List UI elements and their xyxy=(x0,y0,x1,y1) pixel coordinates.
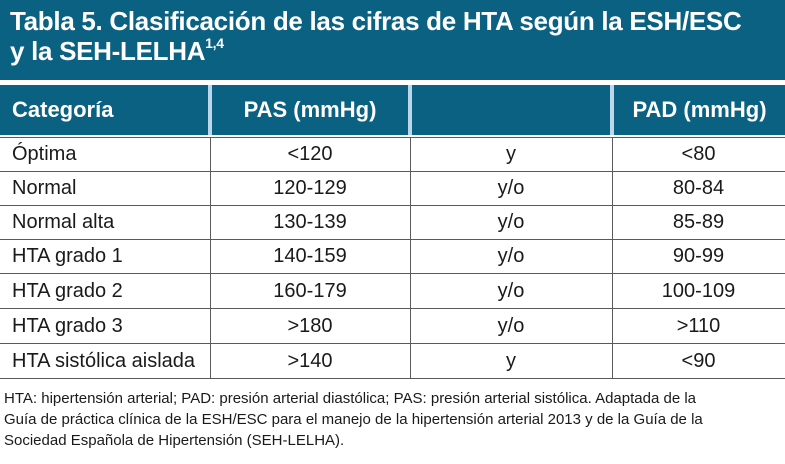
title-bar: Tabla 5. Clasificación de las cifras de … xyxy=(0,0,785,80)
cell-pas: >140 xyxy=(287,350,333,372)
footnote-line-1: HTA: hipertensión arterial; PAD: presión… xyxy=(4,390,697,407)
table-row: HTA grado 2 160-179 y/o 100-109 xyxy=(0,275,785,309)
cell-pad: 90-99 xyxy=(672,245,725,267)
table-row: HTA grado 3 >180 y/o >110 xyxy=(0,310,785,344)
cell-conjunction: y xyxy=(506,350,516,372)
cell-pad: <90 xyxy=(681,350,716,372)
footnote-line-3: Sociedad Española de Hipertensión (SEH-L… xyxy=(4,432,345,449)
table-top-border xyxy=(0,137,785,138)
cell-conjunction: y xyxy=(506,143,516,165)
cell-conjunction: y/o xyxy=(497,177,525,199)
cell-conjunction: y/o xyxy=(497,245,525,267)
cell-pad: >110 xyxy=(676,315,721,337)
cell-pad: 80-84 xyxy=(672,177,725,199)
table-row: Óptima <120 y <80 xyxy=(0,138,785,172)
cell-categoria: HTA grado 3 xyxy=(12,315,123,337)
cell-pad: 85-89 xyxy=(672,211,725,233)
cell-categoria: HTA grado 2 xyxy=(12,280,123,302)
cell-pad: 100-109 xyxy=(661,280,736,302)
title-line-2: y la SEH-LELHA1,4 xyxy=(10,36,775,66)
cell-conjunction: y/o xyxy=(497,211,525,233)
table-footnote: HTA: hipertensión arterial; PAD: presión… xyxy=(4,388,782,451)
cell-conjunction: y/o xyxy=(497,280,525,302)
title-line-2-text: y la SEH-LELHA xyxy=(10,36,206,66)
cell-categoria: HTA sistólica aislada xyxy=(12,350,196,372)
cell-pas: >180 xyxy=(287,315,333,337)
cell-pas: 140-159 xyxy=(273,245,347,267)
title-superscript: 1,4 xyxy=(205,35,224,51)
title-line-1: Tabla 5. Clasificación de las cifras de … xyxy=(10,6,742,36)
column-divider xyxy=(410,138,411,379)
cell-conjunction: y/o xyxy=(497,315,525,337)
header-pas: PAS (mmHg) xyxy=(212,85,408,135)
table-row: Normal 120-129 y/o 80-84 xyxy=(0,172,785,206)
column-divider xyxy=(612,138,613,379)
cell-categoria: Óptima xyxy=(12,143,77,165)
cell-pas: <120 xyxy=(287,143,333,165)
cell-pas: 120-129 xyxy=(273,177,347,199)
cell-pad: <80 xyxy=(681,143,716,165)
header-conjunction xyxy=(412,85,610,135)
cell-categoria: HTA grado 1 xyxy=(12,245,123,267)
cell-categoria: Normal xyxy=(12,177,77,199)
cell-categoria: Normal alta xyxy=(12,211,115,233)
cell-pas: 130-139 xyxy=(273,211,347,233)
header-pad: PAD (mmHg) xyxy=(614,85,785,135)
table-header: Categoría PAS (mmHg) PAD (mmHg) xyxy=(0,85,785,135)
column-divider xyxy=(210,138,211,379)
footnote-line-2: Guía de práctica clínica de la ESH/ESC p… xyxy=(4,411,703,428)
table-row: HTA sistólica aislada >140 y <90 xyxy=(0,345,785,379)
table-title: Tabla 5. Clasificación de las cifras de … xyxy=(10,6,775,66)
cell-pas: 160-179 xyxy=(273,280,347,302)
header-categoria: Categoría xyxy=(0,85,208,135)
table-row: Normal alta 130-139 y/o 85-89 xyxy=(0,206,785,240)
table-row: HTA grado 1 140-159 y/o 90-99 xyxy=(0,240,785,274)
